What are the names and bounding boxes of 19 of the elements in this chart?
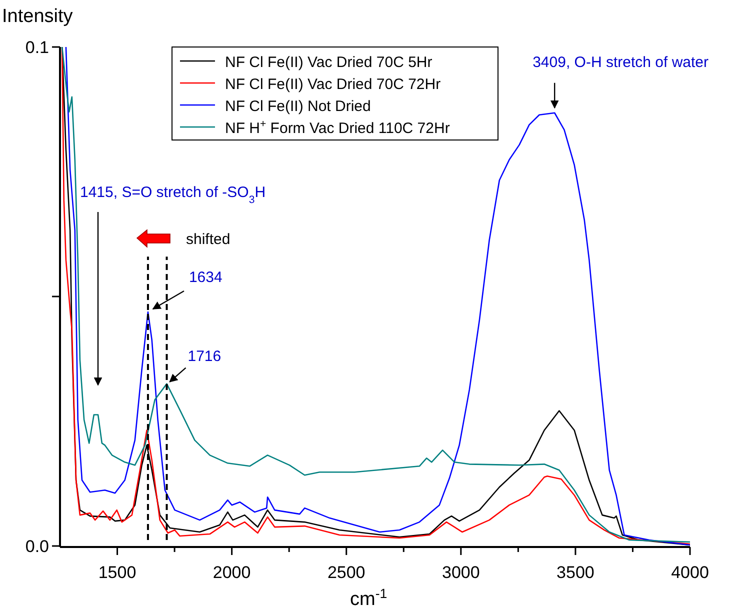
legend-label: NF Cl Fe(II) Vac Dried 70C 5Hr <box>225 54 432 71</box>
y-tick-label: 0.1 <box>25 38 49 57</box>
x-tick-label: 1500 <box>98 563 136 582</box>
x-axis-title: cm$^{-1}$ <box>350 586 388 610</box>
x-tick-label: 4000 <box>671 563 709 582</box>
y-axis-title: Intensity <box>2 6 74 27</box>
annotation: 1415, S=O stretch of -SO$_{3}$H <box>80 184 266 206</box>
y-tick-label: 0.0 <box>25 537 49 556</box>
x-tick-label: 2500 <box>327 563 366 582</box>
x-tick-label: 3000 <box>442 563 480 582</box>
legend-label: NF H$^{+}$ Form Vac Dried 110C 72Hr <box>225 118 450 137</box>
legend-label: NF Cl Fe(II) Vac Dried 70C 72Hr <box>225 76 441 93</box>
annotation: 3409, O-H stretch of water <box>532 54 709 71</box>
x-tick-label: 3500 <box>556 563 594 582</box>
annotation: 1634 <box>188 268 222 286</box>
annotation: shifted <box>186 231 230 248</box>
x-tick-label: 2000 <box>212 563 251 582</box>
legend-label: NF Cl Fe(II) Not Dried <box>225 98 371 115</box>
annotation: 1716 <box>188 348 222 365</box>
